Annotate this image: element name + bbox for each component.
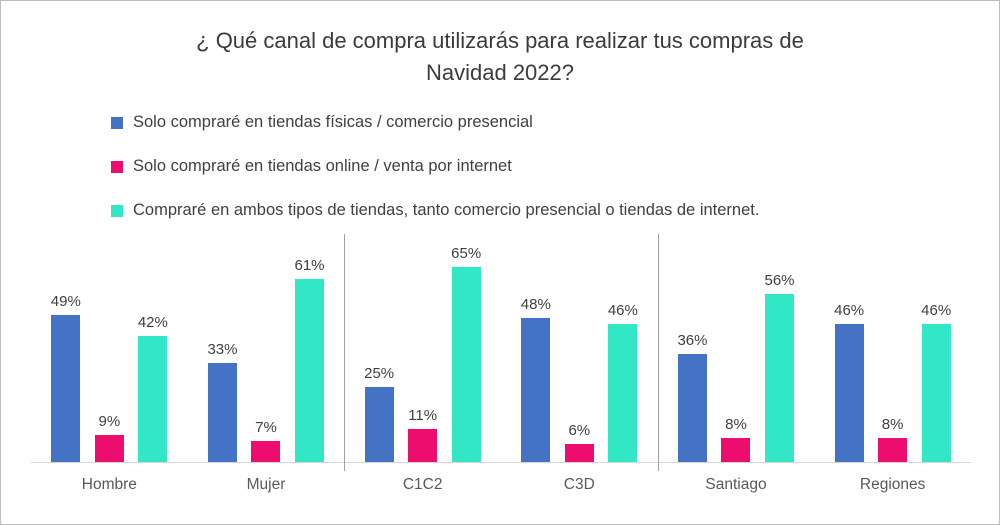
legend: Solo compraré en tiendas físicas / comer… [111, 113, 999, 220]
bar-wrap: 42% [138, 314, 168, 462]
plot-area: 49% 9% 42% 33% 7% 61% 25% 11% 65% 48% 6% 46% 36% 8% 56… [31, 234, 971, 494]
bar-series-0 [364, 387, 394, 462]
legend-marker-online-icon [111, 160, 123, 173]
category-label: Mujer [246, 476, 286, 493]
bar-series-0 [677, 354, 707, 462]
legend-label-online: Solo compraré en tiendas online / venta … [133, 157, 512, 175]
value-label: 46% [834, 302, 865, 319]
x-axis-line [31, 462, 971, 463]
bar-series-0 [834, 324, 864, 462]
category-label: C3D [563, 476, 595, 493]
value-label: 11% [408, 407, 438, 424]
bar-wrap: 8% [878, 416, 908, 462]
value-label: 46% [607, 302, 638, 319]
bar-wrap: 25% [364, 365, 394, 462]
bar-wrap: 9% [94, 413, 124, 462]
group-divider [344, 234, 346, 471]
bar-wrap: 11% [408, 407, 438, 462]
bar-series-0 [521, 318, 551, 462]
value-label: 9% [98, 413, 121, 430]
bar-wrap: 46% [834, 302, 864, 462]
legend-label-fisicas: Solo compraré en tiendas físicas / comer… [133, 113, 533, 131]
bar-series-2 [295, 279, 324, 462]
category-label: Regiones [859, 476, 926, 493]
group-divider [657, 234, 659, 471]
value-label: 46% [921, 302, 952, 319]
value-label: 42% [137, 314, 168, 331]
bar-wrap: 8% [721, 416, 751, 462]
bar-wrap: 46% [608, 302, 638, 462]
bar-wrap: 56% [764, 272, 795, 462]
bar-wrap: 36% [677, 332, 707, 462]
legend-item-ambos: Compraré en ambos tipos de tiendas, tant… [111, 201, 999, 220]
bar-series-2 [921, 324, 951, 462]
value-label: 6% [568, 422, 591, 439]
bar-group-c3d: 48% 6% 46% [521, 296, 638, 462]
value-label: 7% [255, 419, 277, 436]
bar-series-0 [207, 363, 237, 462]
bar-wrap: 65% [451, 245, 481, 462]
bar-group-c1c2: 25% 11% 65% [364, 245, 481, 462]
legend-marker-fisicas-icon [111, 116, 123, 129]
bar-wrap: 6% [564, 422, 594, 462]
bar-series-2 [608, 324, 638, 462]
bar-series-1 [251, 441, 281, 462]
value-label: 25% [364, 365, 395, 382]
bar-wrap: 33% [207, 341, 237, 462]
bar-series-2 [138, 336, 168, 462]
value-label: 33% [207, 341, 238, 358]
legend-item-fisicas: Solo compraré en tiendas físicas / comer… [111, 113, 999, 132]
legend-label-ambos: Compraré en ambos tipos de tiendas, tant… [133, 201, 760, 219]
bar-series-1 [564, 444, 594, 462]
value-label: 36% [677, 332, 708, 349]
bar-series-0 [51, 315, 81, 462]
legend-item-online: Solo compraré en tiendas online / venta … [111, 157, 999, 176]
bar-series-1 [878, 438, 908, 462]
value-label: 48% [520, 296, 551, 313]
bar-group-hombre: 49% 9% 42% [51, 293, 168, 462]
bar-wrap: 46% [921, 302, 951, 462]
bar-wrap: 49% [51, 293, 81, 462]
chart-title-line2: Navidad 2022? [425, 60, 574, 85]
bar-wrap: 61% [294, 257, 325, 462]
category-label: Santiago [705, 476, 767, 493]
chart-title: ¿ Qué canal de compra utilizarás para re… [1, 25, 999, 89]
bar-series-1 [94, 435, 124, 462]
bar-series-2 [451, 267, 481, 462]
bar-series-1 [721, 438, 751, 462]
value-label: 8% [881, 416, 904, 433]
bar-series-1 [408, 429, 438, 462]
value-label: 8% [725, 416, 747, 433]
category-label: Hombre [81, 476, 137, 493]
bar-group-mujer: 33% 7% 61% [207, 257, 325, 462]
value-label: 65% [451, 245, 482, 262]
bar-group-regiones: 46% 8% 46% [834, 302, 951, 462]
category-label: C1C2 [402, 476, 443, 493]
value-label: 56% [764, 272, 795, 289]
category-labels: Hombre Mujer C1C2 C3D Santiago Regiones [31, 476, 971, 494]
legend-marker-ambos-icon [111, 204, 123, 217]
value-label: 49% [50, 293, 81, 310]
bar-group-santiago: 36% 8% 56% [677, 272, 795, 462]
chart-title-line1: ¿ Qué canal de compra utilizarás para re… [196, 28, 804, 53]
value-label: 61% [294, 257, 325, 274]
bar-wrap: 7% [251, 419, 281, 462]
bar-series-2 [765, 294, 794, 462]
bar-wrap: 48% [521, 296, 551, 462]
bars-area: 49% 9% 42% 33% 7% 61% 25% 11% 65% 48% 6% 46% 36% 8% 56… [31, 234, 971, 462]
